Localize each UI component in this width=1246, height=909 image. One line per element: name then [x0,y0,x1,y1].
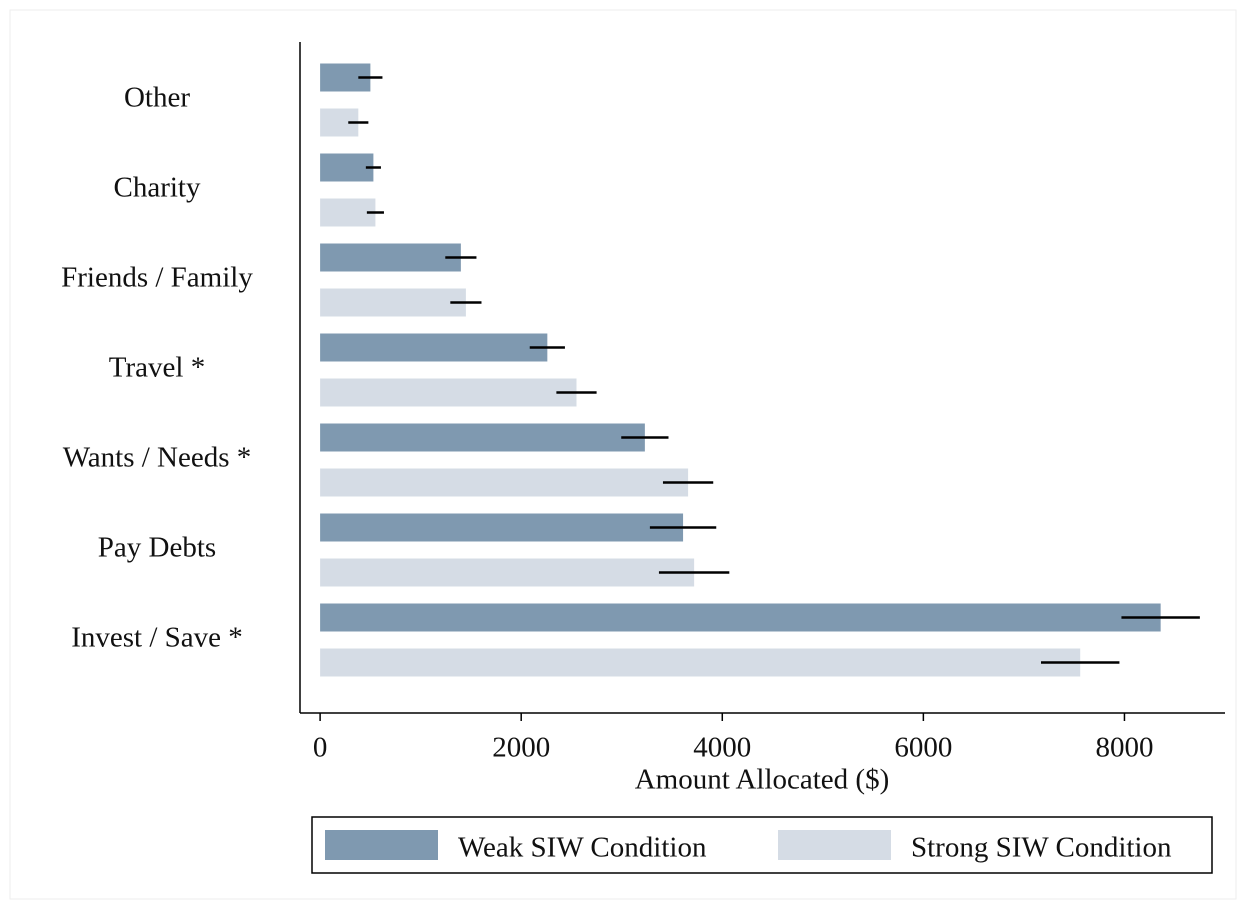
legend-label: Weak SIW Condition [458,832,707,864]
bar [320,603,1161,632]
y-tick-label: Invest / Save * [71,622,243,654]
bar [320,648,1081,677]
bar [320,198,376,227]
bar [320,243,461,272]
bar [320,333,548,362]
x-tick-label: 6000 [894,732,952,764]
x-axis-label: Amount Allocated ($) [635,764,890,796]
bar [320,423,645,452]
bar [320,558,695,587]
legend-swatch [325,830,438,860]
x-tick-label: 8000 [1095,732,1153,764]
y-tick-label: Other [124,82,190,114]
bar [320,513,684,542]
legend [311,816,1213,874]
y-tick-label: Travel * [109,352,205,384]
y-tick-label: Pay Debts [98,532,216,564]
y-tick-label: Friends / Family [61,262,253,294]
x-tick-label: 4000 [693,732,751,764]
bar [320,468,689,497]
bar [320,378,577,407]
y-tick-label: Wants / Needs * [63,442,252,474]
background [9,9,1237,900]
bar [320,288,466,317]
legend-label: Strong SIW Condition [911,832,1172,864]
y-tick-label: Charity [114,172,201,204]
legend-swatch [778,830,891,860]
bar [320,153,374,182]
x-tick-label: 2000 [492,732,550,764]
x-tick-label: 0 [313,732,328,764]
